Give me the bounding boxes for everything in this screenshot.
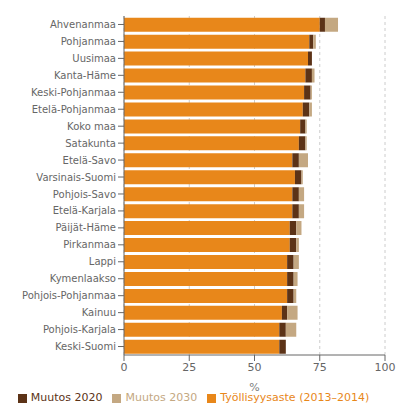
svg-text:75: 75 (313, 361, 327, 374)
svg-text:Pohjois-Pohjanmaa: Pohjois-Pohjanmaa (22, 290, 116, 301)
svg-text:Pohjanmaa: Pohjanmaa (61, 36, 116, 47)
svg-text:Päijät-Häme: Päijät-Häme (56, 222, 116, 233)
html-text:Työllisyysaste (2013–2014): Työllisyysaste (2013–2014) (220, 391, 370, 404)
svg-text:Ahvenanmaa: Ahvenanmaa (50, 19, 116, 30)
svg-text:50: 50 (248, 361, 262, 374)
svg-text:Koko maa: Koko maa (67, 121, 116, 132)
svg-text:Lappi: Lappi (89, 256, 116, 267)
svg-text:Pohjois-Savo: Pohjois-Savo (53, 189, 116, 200)
svg-text:Keski-Pohjanmaa: Keski-Pohjanmaa (31, 87, 116, 98)
svg-text:Etelä-Savo: Etelä-Savo (63, 155, 116, 166)
svg-text:Etelä-Karjala: Etelä-Karjala (53, 205, 116, 216)
svg-text:Etelä-Pohjanmaa: Etelä-Pohjanmaa (32, 104, 116, 115)
svg-text:0: 0 (121, 361, 128, 374)
svg-text:Uusimaa: Uusimaa (72, 53, 116, 64)
svg-text:Kanta-Häme: Kanta-Häme (54, 70, 116, 81)
svg-text:25: 25 (182, 361, 196, 374)
html-text:Muutos 2030: Muutos 2030 (125, 391, 198, 404)
svg-text:Varsinais-Suomi: Varsinais-Suomi (36, 172, 116, 183)
svg-text:Keski-Suomi: Keski-Suomi (55, 341, 116, 352)
svg-text:Pohjois-Karjala: Pohjois-Karjala (43, 324, 116, 335)
svg-text:Kymenlaakso: Kymenlaakso (50, 273, 116, 284)
svg-text:Pirkanmaa: Pirkanmaa (63, 239, 116, 250)
svg-text:100: 100 (375, 361, 396, 374)
svg-text:%: % (249, 381, 259, 394)
html-text:Muutos 2020: Muutos 2020 (30, 391, 103, 404)
svg-text:Satakunta: Satakunta (65, 138, 116, 149)
svg-text:Kainuu: Kainuu (82, 307, 116, 318)
